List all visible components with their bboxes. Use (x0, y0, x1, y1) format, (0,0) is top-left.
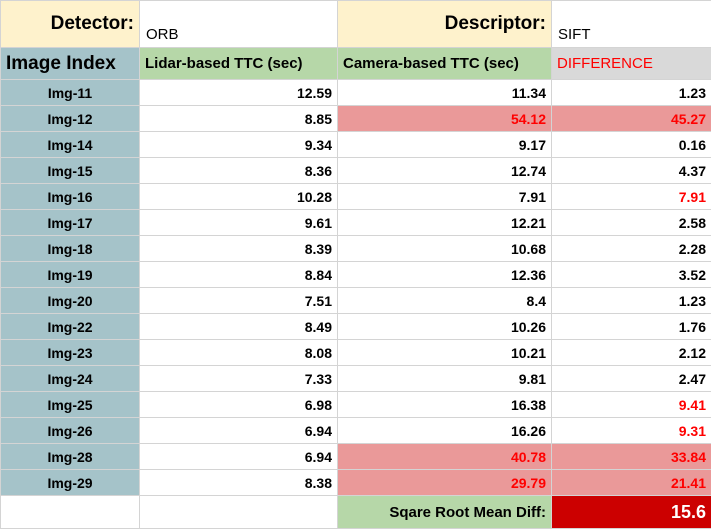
table-row: Img-11 12.59 11.34 1.23 (0, 79, 711, 106)
difference-cell[interactable]: 2.58 (551, 209, 711, 236)
image-index-cell[interactable]: Img-14 (0, 131, 140, 158)
image-index-cell[interactable]: Img-22 (0, 313, 140, 340)
lidar-ttc-cell[interactable]: 8.84 (139, 261, 338, 288)
camera-ttc-cell[interactable]: 54.12 (337, 105, 552, 132)
camera-ttc-cell[interactable]: 12.36 (337, 261, 552, 288)
difference-cell[interactable]: 2.47 (551, 365, 711, 392)
difference-cell[interactable]: 7.91 (551, 183, 711, 210)
column-header-index[interactable]: Image Index (0, 47, 140, 80)
column-header-camera[interactable]: Camera-based TTC (sec) (337, 47, 552, 80)
image-index-cell[interactable]: Img-25 (0, 391, 140, 418)
camera-ttc-cell[interactable]: 16.38 (337, 391, 552, 418)
lidar-ttc-cell[interactable]: 10.28 (139, 183, 338, 210)
table-row: Img-22 8.49 10.26 1.76 (0, 313, 711, 340)
rmse-label: Sqare Root Mean Diff: (337, 495, 552, 529)
table-row: Img-12 8.85 54.12 45.27 (0, 105, 711, 132)
table-row: Img-16 10.28 7.91 7.91 (0, 183, 711, 210)
table-row: Img-24 7.33 9.81 2.47 (0, 365, 711, 392)
difference-cell[interactable]: 1.23 (551, 287, 711, 314)
lidar-ttc-cell[interactable]: 6.94 (139, 443, 338, 470)
difference-cell[interactable]: 4.37 (551, 157, 711, 184)
image-index-cell[interactable]: Img-28 (0, 443, 140, 470)
image-index-cell[interactable]: Img-26 (0, 417, 140, 444)
lidar-ttc-cell[interactable]: 8.36 (139, 157, 338, 184)
camera-ttc-cell[interactable]: 9.81 (337, 365, 552, 392)
footer-empty-cell-2[interactable] (139, 495, 338, 529)
lidar-ttc-cell[interactable]: 9.34 (139, 131, 338, 158)
camera-ttc-cell[interactable]: 9.17 (337, 131, 552, 158)
table-row: Img-29 8.38 29.79 21.41 (0, 469, 711, 496)
camera-ttc-cell[interactable]: 10.68 (337, 235, 552, 262)
table-row: Img-28 6.94 40.78 33.84 (0, 443, 711, 470)
difference-cell[interactable]: 45.27 (551, 105, 711, 132)
image-index-cell[interactable]: Img-15 (0, 157, 140, 184)
column-header-row: Image Index Lidar-based TTC (sec) Camera… (0, 47, 711, 80)
table-row: Img-23 8.08 10.21 2.12 (0, 339, 711, 366)
table-row: Img-18 8.39 10.68 2.28 (0, 235, 711, 262)
difference-cell[interactable]: 33.84 (551, 443, 711, 470)
image-index-cell[interactable]: Img-12 (0, 105, 140, 132)
camera-ttc-cell[interactable]: 7.91 (337, 183, 552, 210)
lidar-ttc-cell[interactable]: 6.98 (139, 391, 338, 418)
footer-empty-cell-1[interactable] (0, 495, 140, 529)
image-index-cell[interactable]: Img-16 (0, 183, 140, 210)
lidar-ttc-cell[interactable]: 8.39 (139, 235, 338, 262)
lidar-ttc-cell[interactable]: 8.49 (139, 313, 338, 340)
difference-cell[interactable]: 9.41 (551, 391, 711, 418)
camera-ttc-cell[interactable]: 10.26 (337, 313, 552, 340)
image-index-cell[interactable]: Img-11 (0, 79, 140, 106)
descriptor-label: Descriptor: (337, 0, 552, 48)
footer-row: Sqare Root Mean Diff: 15.6 (0, 495, 711, 529)
rmse-value[interactable]: 15.6 (551, 495, 711, 529)
lidar-ttc-cell[interactable]: 7.51 (139, 287, 338, 314)
camera-ttc-cell[interactable]: 29.79 (337, 469, 552, 496)
column-header-lidar[interactable]: Lidar-based TTC (sec) (139, 47, 338, 80)
descriptor-value[interactable]: SIFT (551, 0, 711, 48)
image-index-cell[interactable]: Img-29 (0, 469, 140, 496)
camera-ttc-cell[interactable]: 40.78 (337, 443, 552, 470)
config-row: Detector: ORB Descriptor: SIFT (0, 0, 711, 48)
lidar-ttc-cell[interactable]: 6.94 (139, 417, 338, 444)
image-index-cell[interactable]: Img-17 (0, 209, 140, 236)
difference-cell[interactable]: 1.23 (551, 79, 711, 106)
image-index-cell[interactable]: Img-20 (0, 287, 140, 314)
difference-cell[interactable]: 2.28 (551, 235, 711, 262)
camera-ttc-cell[interactable]: 8.4 (337, 287, 552, 314)
detector-label: Detector: (0, 0, 140, 48)
table-row: Img-17 9.61 12.21 2.58 (0, 209, 711, 236)
column-header-difference[interactable]: DIFFERENCE (551, 47, 711, 80)
image-index-cell[interactable]: Img-18 (0, 235, 140, 262)
lidar-ttc-cell[interactable]: 8.85 (139, 105, 338, 132)
lidar-ttc-cell[interactable]: 8.38 (139, 469, 338, 496)
camera-ttc-cell[interactable]: 12.21 (337, 209, 552, 236)
data-rows: Img-11 12.59 11.34 1.23 Img-12 8.85 54.12 45.27… (0, 79, 711, 496)
table-row: Img-26 6.94 16.26 9.31 (0, 417, 711, 444)
image-index-cell[interactable]: Img-23 (0, 339, 140, 366)
lidar-ttc-cell[interactable]: 8.08 (139, 339, 338, 366)
detector-value[interactable]: ORB (139, 0, 338, 48)
difference-cell[interactable]: 2.12 (551, 339, 711, 366)
camera-ttc-cell[interactable]: 16.26 (337, 417, 552, 444)
table-row: Img-20 7.51 8.4 1.23 (0, 287, 711, 314)
difference-cell[interactable]: 3.52 (551, 261, 711, 288)
table-row: Img-15 8.36 12.74 4.37 (0, 157, 711, 184)
difference-cell[interactable]: 21.41 (551, 469, 711, 496)
lidar-ttc-cell[interactable]: 12.59 (139, 79, 338, 106)
camera-ttc-cell[interactable]: 11.34 (337, 79, 552, 106)
lidar-ttc-cell[interactable]: 9.61 (139, 209, 338, 236)
camera-ttc-cell[interactable]: 12.74 (337, 157, 552, 184)
camera-ttc-cell[interactable]: 10.21 (337, 339, 552, 366)
image-index-cell[interactable]: Img-19 (0, 261, 140, 288)
lidar-ttc-cell[interactable]: 7.33 (139, 365, 338, 392)
image-index-cell[interactable]: Img-24 (0, 365, 140, 392)
table-row: Img-25 6.98 16.38 9.41 (0, 391, 711, 418)
table-row: Img-14 9.34 9.17 0.16 (0, 131, 711, 158)
difference-cell[interactable]: 9.31 (551, 417, 711, 444)
difference-cell[interactable]: 1.76 (551, 313, 711, 340)
difference-cell[interactable]: 0.16 (551, 131, 711, 158)
table-row: Img-19 8.84 12.36 3.52 (0, 261, 711, 288)
